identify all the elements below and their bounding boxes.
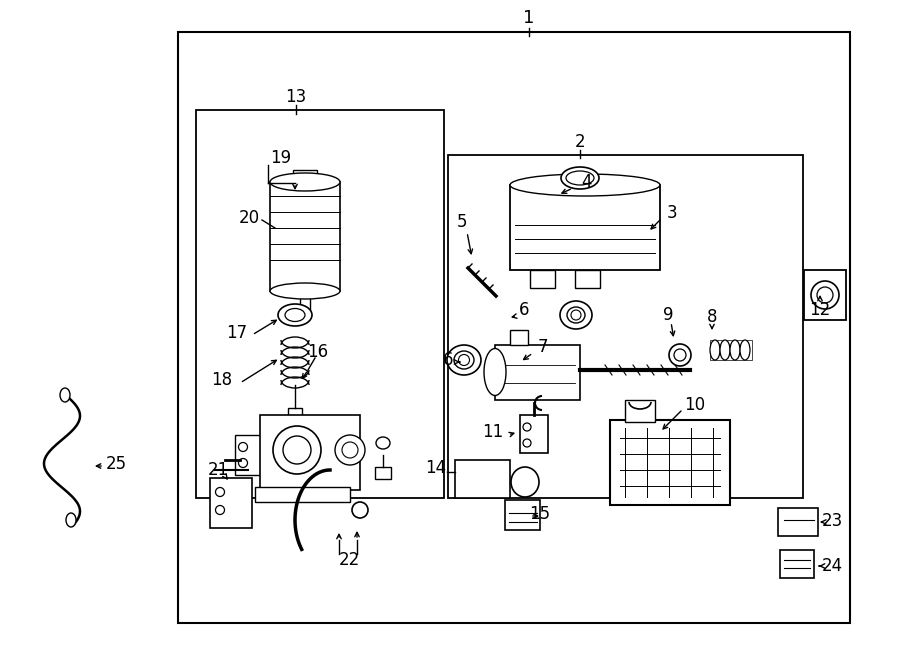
Text: 8: 8 xyxy=(706,308,717,326)
Bar xyxy=(804,270,846,320)
Ellipse shape xyxy=(710,340,720,360)
Text: 5: 5 xyxy=(456,213,467,231)
Text: 6: 6 xyxy=(518,301,529,319)
Bar xyxy=(495,345,580,400)
Ellipse shape xyxy=(283,436,311,464)
Text: 6: 6 xyxy=(443,351,454,369)
Ellipse shape xyxy=(273,426,321,474)
Text: 18: 18 xyxy=(212,371,232,389)
Ellipse shape xyxy=(817,287,833,303)
Text: 17: 17 xyxy=(227,324,248,342)
Ellipse shape xyxy=(376,437,390,449)
Ellipse shape xyxy=(447,345,481,375)
Text: 19: 19 xyxy=(270,149,292,167)
Ellipse shape xyxy=(811,281,839,309)
Text: 25: 25 xyxy=(105,455,127,473)
Bar xyxy=(270,182,340,291)
Ellipse shape xyxy=(215,506,224,514)
Ellipse shape xyxy=(335,435,365,465)
Bar xyxy=(455,460,510,498)
Bar xyxy=(448,155,803,498)
Text: 16: 16 xyxy=(308,343,328,361)
Ellipse shape xyxy=(66,513,76,527)
Ellipse shape xyxy=(238,459,248,467)
Ellipse shape xyxy=(60,388,70,402)
Bar xyxy=(196,110,444,498)
Ellipse shape xyxy=(215,488,224,496)
Ellipse shape xyxy=(270,283,340,299)
Bar xyxy=(610,420,730,505)
Bar xyxy=(510,330,528,345)
Ellipse shape xyxy=(523,439,531,447)
Bar xyxy=(510,185,660,270)
Text: 10: 10 xyxy=(684,396,706,414)
Bar xyxy=(260,415,360,490)
Ellipse shape xyxy=(674,349,686,361)
Ellipse shape xyxy=(285,309,305,321)
Text: 11: 11 xyxy=(482,423,504,441)
Ellipse shape xyxy=(342,442,358,458)
Text: 7: 7 xyxy=(538,338,548,356)
Text: 23: 23 xyxy=(822,512,842,530)
Text: 14: 14 xyxy=(426,459,446,477)
Text: 2: 2 xyxy=(575,133,585,151)
Text: 22: 22 xyxy=(338,551,360,569)
Bar xyxy=(520,415,548,453)
Ellipse shape xyxy=(571,310,581,320)
Text: 1: 1 xyxy=(523,9,535,27)
Ellipse shape xyxy=(523,423,531,431)
Text: 21: 21 xyxy=(207,461,229,479)
Ellipse shape xyxy=(458,354,470,366)
Text: 3: 3 xyxy=(667,204,678,222)
Bar xyxy=(235,435,265,475)
Bar xyxy=(505,500,540,530)
Text: 4: 4 xyxy=(581,173,592,191)
Bar xyxy=(780,550,814,578)
Text: 9: 9 xyxy=(662,306,673,324)
Bar xyxy=(210,478,252,528)
Bar xyxy=(288,408,302,418)
Text: 24: 24 xyxy=(822,557,842,575)
Text: 15: 15 xyxy=(529,505,551,523)
Ellipse shape xyxy=(278,304,312,326)
Ellipse shape xyxy=(270,173,340,191)
Bar xyxy=(530,270,555,288)
Bar xyxy=(255,487,350,502)
Ellipse shape xyxy=(566,171,594,185)
Bar xyxy=(300,291,310,311)
Ellipse shape xyxy=(669,344,691,366)
Bar xyxy=(778,508,818,536)
Ellipse shape xyxy=(484,348,506,395)
Ellipse shape xyxy=(454,351,474,369)
Bar xyxy=(710,340,752,360)
Ellipse shape xyxy=(510,174,660,196)
Text: 12: 12 xyxy=(809,301,831,319)
Ellipse shape xyxy=(720,340,730,360)
Text: 13: 13 xyxy=(285,88,307,106)
Bar xyxy=(375,467,391,479)
Bar xyxy=(293,170,317,182)
Bar xyxy=(625,400,655,422)
Bar xyxy=(575,270,600,288)
Ellipse shape xyxy=(561,167,599,189)
Text: 20: 20 xyxy=(238,209,259,227)
Ellipse shape xyxy=(740,340,750,360)
Bar xyxy=(178,32,850,623)
Ellipse shape xyxy=(567,307,585,323)
Ellipse shape xyxy=(511,467,539,497)
Ellipse shape xyxy=(238,442,248,451)
Ellipse shape xyxy=(560,301,592,329)
Ellipse shape xyxy=(730,340,740,360)
Ellipse shape xyxy=(352,502,368,518)
